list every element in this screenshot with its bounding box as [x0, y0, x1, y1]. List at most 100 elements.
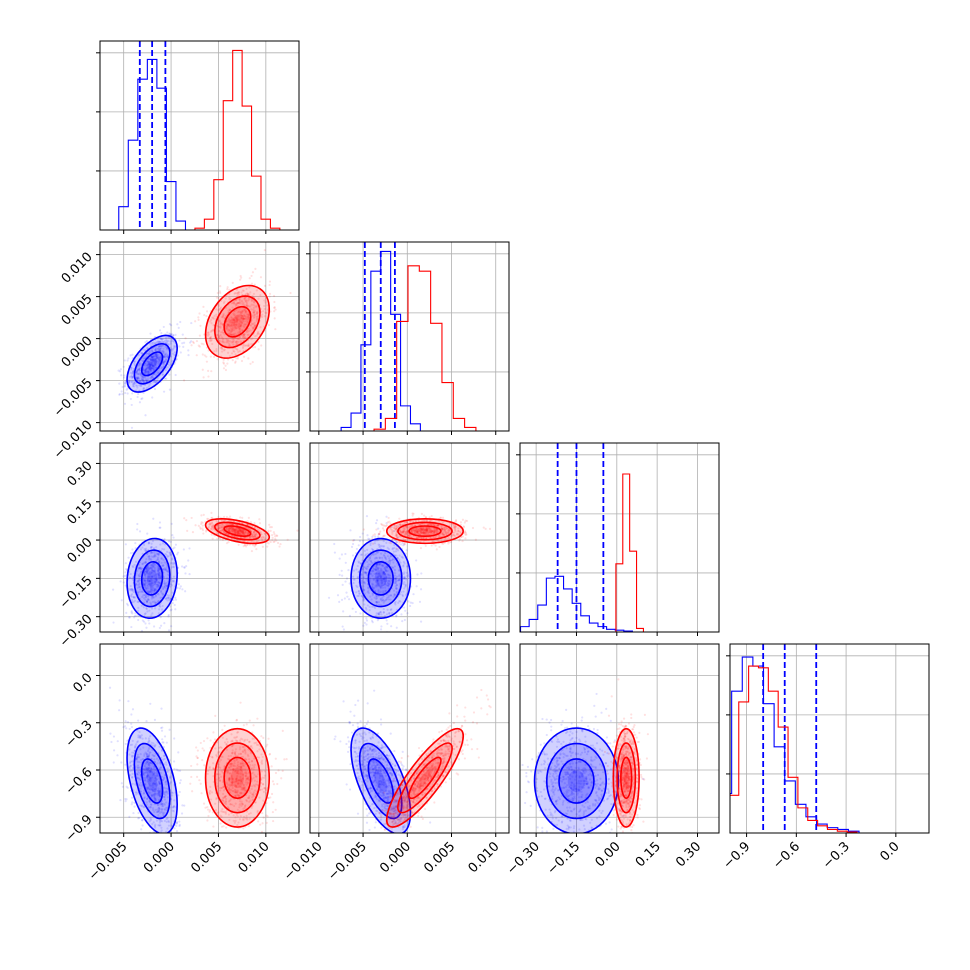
- y-tick-label: 0.005: [59, 292, 96, 329]
- x-tick-label: 0.005: [188, 839, 225, 876]
- density-fill-0: [127, 335, 178, 393]
- x-tick-label: 0.0: [877, 839, 902, 864]
- x-tick-label: 0.010: [466, 839, 503, 876]
- panel-2-0: −0.30−0.15 0.00 0.15 0.30: [57, 442, 300, 651]
- contour-line-1: [616, 742, 637, 814]
- density-fill-2: [368, 758, 394, 804]
- density-fill-1: [546, 743, 607, 819]
- contour-line-2: [140, 351, 164, 377]
- contour-line-2: [223, 525, 252, 538]
- contour-line-2: [140, 560, 164, 596]
- contour-line-0: [385, 727, 464, 828]
- density-fill-2: [558, 758, 594, 804]
- x-tick-label: 0.30: [673, 839, 704, 870]
- x-tick-label: 0.000: [377, 839, 414, 876]
- density-fill-1: [397, 522, 453, 540]
- contour-line-1: [545, 742, 607, 820]
- density-fill-2: [224, 757, 251, 799]
- x-tick-label: −0.6: [770, 839, 803, 872]
- contour-line-1: [358, 742, 403, 820]
- contour-line-0: [204, 518, 271, 545]
- contour-line-2: [223, 756, 252, 800]
- contour-line-1: [214, 295, 261, 349]
- contour-line-0: [350, 727, 412, 833]
- panel-1-0: −0.010−0.005 0.000 0.005 0.010: [51, 241, 300, 463]
- density-fill-0: [205, 285, 270, 359]
- y-tick-label: −0.9: [63, 812, 96, 845]
- density-fill-3: [567, 770, 586, 793]
- contour-line-0: [350, 537, 412, 620]
- density-fill-0: [386, 728, 464, 828]
- y-tick-label: −0.15: [57, 573, 96, 612]
- density-fill-2: [620, 757, 632, 799]
- scatter-series-1: [189, 701, 288, 833]
- panel-frame: [309, 241, 510, 432]
- density-fill-3: [374, 570, 387, 587]
- density-fill-3: [417, 528, 433, 534]
- panel-3-1: −0.010 −0.005 0.000 0.005 0.010: [281, 643, 510, 884]
- panel-frame: [729, 643, 930, 834]
- contour-line-0: [533, 727, 620, 833]
- histogram-series-1: [609, 473, 644, 632]
- density-fill-1: [359, 550, 402, 607]
- density-fill-1: [397, 743, 453, 813]
- x-tick-label: 0.15: [633, 839, 664, 870]
- contour-line-1: [358, 549, 403, 608]
- density-fill-1: [134, 550, 170, 607]
- density-fill-0: [127, 538, 178, 619]
- panel-frame: [99, 442, 300, 633]
- x-tick-label: −0.30: [504, 839, 543, 878]
- contour-line-0: [204, 727, 271, 828]
- histogram-series-1: [730, 665, 858, 833]
- panel-frame: [309, 643, 510, 834]
- density-fill-1: [617, 743, 636, 813]
- density-fill-1: [359, 743, 402, 819]
- density-fill-2: [224, 306, 251, 337]
- density-fill-3: [146, 357, 158, 370]
- histogram-series-1: [194, 49, 281, 230]
- contour-line-0: [612, 727, 640, 828]
- panel-0-0: [96, 40, 300, 234]
- contour-line-1: [397, 742, 453, 814]
- histogram-series-1: [373, 265, 477, 431]
- scatter-series-0: [521, 692, 645, 833]
- density-fill-0: [351, 728, 411, 833]
- y-tick-label: 0.000: [59, 334, 96, 371]
- density-fill-3: [230, 314, 245, 330]
- density-fill-3: [230, 528, 245, 534]
- density-fill-3: [146, 570, 158, 587]
- contour-line-1: [133, 742, 171, 820]
- contour-line-0: [385, 518, 464, 545]
- contour-line-2: [408, 525, 442, 538]
- y-tick-label: 0.30: [65, 458, 96, 489]
- density-fill-1: [214, 743, 260, 813]
- x-tick-label: −0.005: [86, 839, 131, 884]
- contour-line-1: [397, 521, 453, 541]
- density-fill-3: [417, 767, 433, 789]
- panel-2-1: [309, 442, 510, 636]
- y-tick-label: −0.005: [51, 376, 96, 421]
- density-fill-2: [141, 352, 163, 376]
- x-tick-label: 0.010: [236, 839, 273, 876]
- contour-line-1: [214, 521, 261, 541]
- y-tick-label: 0.0: [70, 671, 95, 696]
- contour-line-2: [367, 758, 394, 804]
- y-tick-label: 0.00: [65, 535, 96, 566]
- x-tick-label: −0.15: [545, 839, 584, 878]
- contour-line-0: [126, 727, 178, 833]
- y-tick-label: −0.30: [57, 612, 96, 651]
- contour-line-1: [214, 742, 261, 814]
- density-fill-0: [127, 728, 178, 833]
- contour-line-1: [133, 343, 171, 385]
- density-fill-3: [623, 767, 629, 789]
- x-tick-label: −0.3: [820, 839, 853, 872]
- contour-line-2: [140, 758, 164, 804]
- panel-frame: [519, 643, 720, 834]
- y-tick-label: −0.010: [51, 418, 96, 463]
- panel-frame: [309, 442, 510, 633]
- contour-line-2: [408, 756, 442, 800]
- x-tick-label: 0.005: [421, 839, 458, 876]
- density-fill-2: [409, 526, 441, 537]
- panel-3-2: −0.30 −0.15 0.00 0.15 0.30: [504, 643, 720, 878]
